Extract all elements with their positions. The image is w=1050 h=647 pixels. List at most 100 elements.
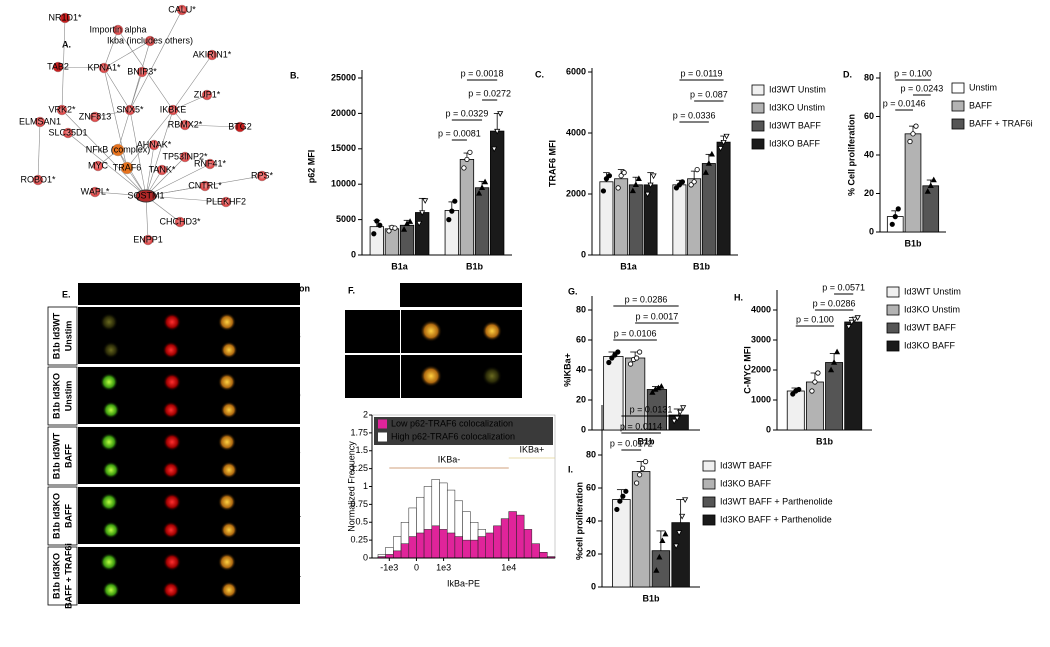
data-point — [796, 386, 802, 393]
panel-label: H. — [734, 292, 743, 302]
data-point — [649, 389, 656, 395]
data-point — [419, 210, 426, 216]
data-point — [676, 182, 683, 188]
histogram-bar — [493, 525, 502, 559]
node-label: NR1D1* — [48, 12, 82, 22]
cell-image — [220, 581, 238, 599]
y-axis-label: p62 MFI — [306, 150, 316, 184]
network-edge — [103, 29, 119, 69]
bar — [716, 141, 731, 256]
data-point — [635, 175, 642, 181]
y-tick-label: 2000 — [566, 188, 586, 198]
y-tick-label: 4000 — [566, 127, 586, 137]
cell-image — [163, 553, 181, 571]
cell-image — [220, 341, 238, 359]
bar — [844, 321, 863, 431]
node-label: ZUP1* — [194, 89, 221, 99]
data-point — [679, 179, 686, 185]
row-label: B1b Id3KO — [51, 493, 61, 539]
cell-image — [163, 373, 181, 391]
bar — [651, 550, 671, 588]
row-label-box — [47, 306, 78, 366]
node-label: TANK* — [149, 164, 176, 174]
bar — [490, 130, 505, 256]
x-tick-label: B1b — [904, 238, 922, 248]
row-label: B1b Id3WT — [51, 432, 61, 479]
cell-image — [162, 341, 180, 359]
legend-swatch — [751, 102, 765, 114]
data-point — [629, 187, 636, 194]
node-label: CHCHD3* — [159, 216, 201, 226]
y-tick-label: 1.25 — [350, 463, 368, 473]
data-point — [478, 184, 486, 190]
column-header: TRAF6-APC — [203, 293, 254, 303]
p-value: p = 0.0571 — [822, 282, 865, 292]
legend-label: BAFF + TRAF6i — [969, 118, 1033, 128]
node-label: ENPP1 — [133, 234, 163, 244]
node-label: CALU* — [168, 4, 196, 14]
y-tick-label: 2 — [363, 409, 368, 419]
score: 1.28 ± 0.29 — [256, 390, 301, 400]
column-header: IkBa-PE — [475, 285, 509, 295]
x-tick-label: -1e3 — [380, 562, 398, 572]
data-point — [446, 217, 452, 223]
network-edge — [126, 109, 174, 169]
network-node — [59, 12, 71, 24]
y-tick-label: 80 — [586, 449, 596, 459]
p-value: p = 0.087 — [690, 89, 728, 99]
node-label: SQSTM1 — [127, 190, 164, 200]
node-label: TP53INP2* — [162, 151, 208, 161]
data-point — [386, 228, 392, 234]
network-node — [89, 186, 101, 198]
y-tick-label: 0 — [766, 424, 771, 434]
node-label: TRAF6 — [113, 162, 142, 172]
data-point — [650, 173, 657, 180]
column-header: p62-AF488 — [408, 284, 454, 294]
network-node — [62, 127, 74, 139]
data-point — [680, 405, 687, 411]
cell-image — [220, 461, 238, 479]
error-bar — [676, 499, 686, 523]
bar — [643, 184, 658, 256]
histogram-bar — [470, 539, 479, 559]
p-value: p = 0.0081 — [438, 128, 481, 138]
network-node — [142, 234, 154, 246]
data-point — [673, 543, 680, 550]
data-point — [907, 138, 913, 145]
row-label: BAFF + TRAF6i — [63, 543, 73, 609]
data-point — [422, 198, 429, 204]
y-tick-label: 0.5 — [355, 517, 368, 527]
legend-swatch — [702, 478, 716, 490]
network-edge — [36, 121, 41, 181]
data-point — [606, 359, 612, 366]
histogram-bar — [393, 550, 402, 559]
histogram-bar — [423, 529, 433, 559]
data-point — [930, 176, 937, 183]
legend-swatch — [886, 322, 900, 334]
y-tick-label: 0.25 — [350, 535, 368, 545]
data-point — [461, 165, 467, 171]
data-point — [632, 181, 639, 188]
legend-swatch — [751, 84, 765, 96]
legend-label: High p62-TRAF6 colocalization — [391, 431, 515, 441]
y-tick-label: 40 — [586, 515, 596, 525]
p-value: p = 0.0106 — [614, 328, 657, 338]
data-point — [717, 146, 724, 152]
y-tick-label: 20 — [586, 548, 596, 558]
data-point — [708, 150, 715, 157]
data-point — [892, 214, 898, 220]
cell-image — [102, 341, 120, 359]
node-label: RNF41* — [194, 158, 227, 168]
network-edge — [129, 9, 183, 111]
data-point — [647, 182, 654, 189]
histogram-bar — [439, 529, 448, 559]
cell-image — [163, 313, 181, 331]
legend-swatch — [951, 118, 965, 130]
row-label: Unstim — [63, 321, 73, 352]
legend-swatch — [951, 100, 965, 112]
y-tick-label: 6000 — [566, 66, 586, 76]
y-axis-label: C-MYC MFI — [742, 346, 752, 394]
cell-image — [220, 521, 238, 539]
panel-label: F. — [348, 285, 355, 295]
